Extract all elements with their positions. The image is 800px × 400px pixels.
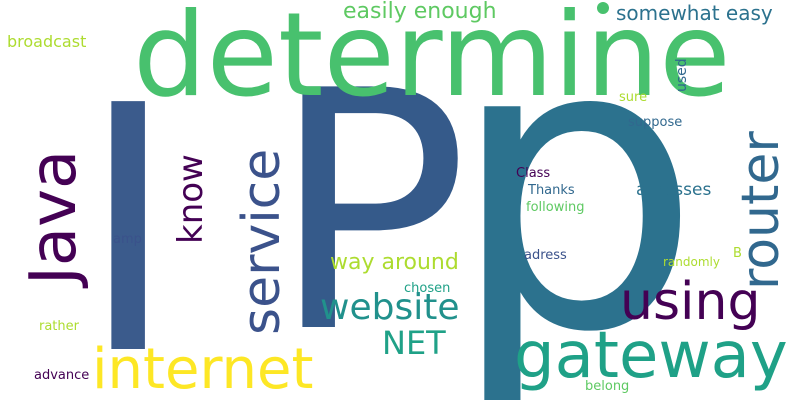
word-net: NET: [382, 324, 446, 362]
word-used: used: [674, 58, 690, 92]
word-i: I: [78, 34, 179, 400]
word-router: router: [731, 131, 791, 290]
word-advance: advance: [34, 368, 90, 383]
word-following: following: [526, 200, 585, 215]
word-belong: belong: [585, 379, 630, 394]
word-adresses: adresses: [636, 180, 712, 200]
word-b: B: [733, 246, 742, 261]
word-suppose: suppose: [628, 115, 683, 130]
word-determine: determine: [133, 0, 731, 123]
word-service: service: [232, 148, 292, 335]
word-somewhat-easy: somewhat easy: [616, 1, 773, 25]
word-adress: adress: [524, 248, 567, 263]
dot-mark: [597, 2, 609, 14]
word-java: Java: [17, 149, 91, 285]
word-way-around: way around: [330, 250, 459, 275]
word-know: know: [171, 154, 211, 244]
word-p-small: p: [448, 0, 702, 400]
word-website: website: [320, 287, 460, 328]
word-internet: internet: [92, 337, 314, 400]
word-gateway: gateway: [514, 319, 788, 393]
word-using: using: [620, 272, 761, 332]
word-chosen: chosen: [404, 281, 451, 296]
word-broadcast: broadcast: [7, 32, 87, 51]
word-p-large: P: [270, 21, 469, 400]
word-easily-enough: easily enough: [343, 0, 497, 24]
word-sure: sure: [619, 90, 648, 105]
word-rather: rather: [39, 319, 79, 334]
word-thanks: Thanks: [528, 183, 575, 198]
word-amp: amp: [113, 232, 142, 247]
word-randomly: randomly: [663, 255, 720, 269]
word-class: Class: [516, 166, 551, 181]
